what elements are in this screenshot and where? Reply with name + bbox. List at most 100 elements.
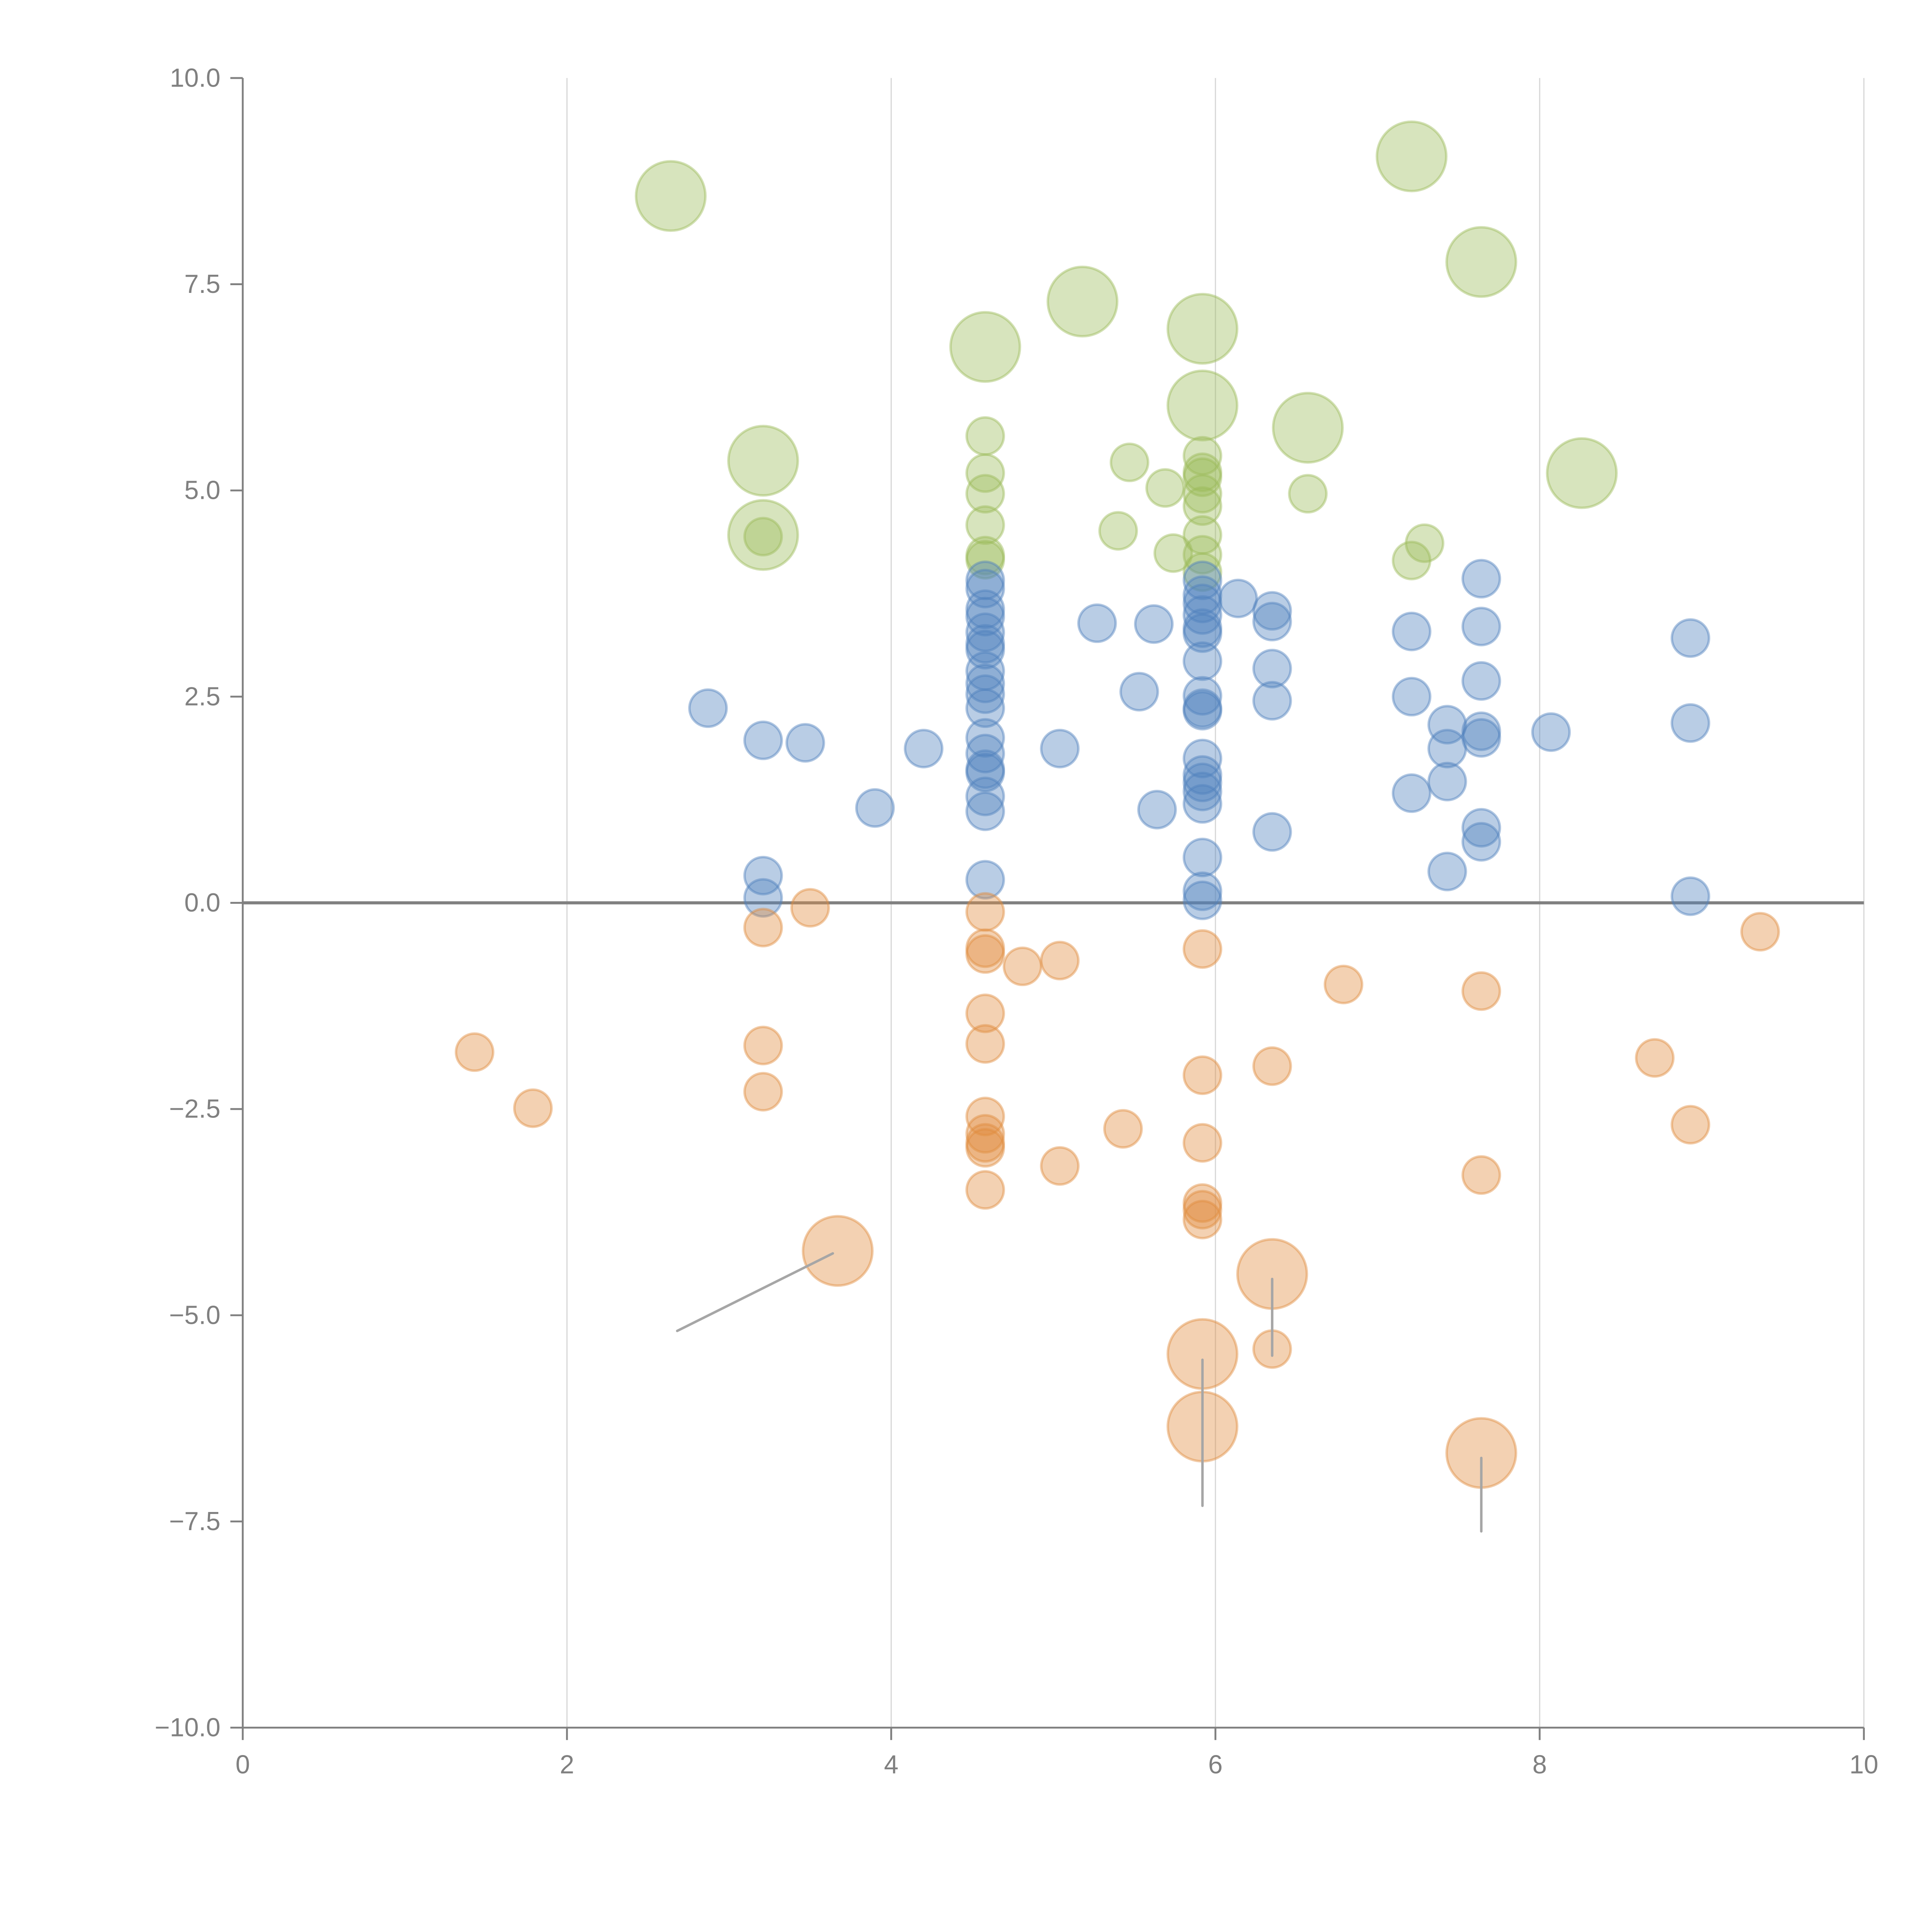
bubble-green: [949, 311, 1021, 383]
bubble-blue: [965, 752, 1005, 793]
bubble-blue: [1461, 808, 1501, 848]
bubble-blue: [1461, 661, 1501, 701]
bubble-blue: [743, 878, 783, 918]
bubble-orange: [1461, 971, 1501, 1011]
bubble-blue: [1252, 681, 1292, 721]
bubble-blue: [1670, 618, 1711, 658]
bubble-orange: [802, 1215, 874, 1287]
bubble-blue: [1077, 603, 1117, 643]
bubble-blue: [1182, 772, 1223, 811]
bubble-orange: [1182, 929, 1223, 969]
bubble-blue: [1137, 790, 1177, 830]
bubble-green: [1182, 552, 1223, 592]
bubble-orange: [965, 1024, 1005, 1064]
bubble-green: [743, 517, 783, 557]
bubble-orange: [1182, 1055, 1223, 1095]
bubble-green: [1145, 468, 1185, 508]
bubble-green: [965, 536, 1005, 576]
bubble-blue: [1461, 822, 1501, 862]
bubble-blue: [965, 776, 1005, 816]
bubble-orange: [790, 888, 830, 928]
bubble-blue: [1119, 672, 1159, 712]
bubble-blue: [1182, 688, 1223, 728]
bubble-green: [965, 453, 1005, 493]
y-tick-label: 10.0: [170, 63, 221, 92]
bubble-blue: [1182, 641, 1223, 681]
bubble-orange: [965, 892, 1005, 932]
bubble-blue: [1427, 729, 1467, 769]
bubble-blue: [1391, 677, 1432, 717]
bubble-blue: [1461, 711, 1501, 751]
bubble-green: [965, 505, 1005, 545]
annotation-leader-line: [676, 1252, 834, 1332]
bubble-green: [1182, 474, 1223, 514]
bubble-blue: [1670, 876, 1711, 916]
bubble-green: [1098, 511, 1138, 551]
bubble-blue: [1252, 591, 1292, 631]
bubble-blue: [965, 674, 1005, 714]
x-tick-label: 8: [1532, 1750, 1547, 1779]
bubble-green: [1182, 515, 1223, 555]
bubble-orange: [1182, 1123, 1223, 1163]
bubble-green: [1546, 437, 1618, 509]
bubble-orange: [965, 1128, 1005, 1168]
x-tick-label: 6: [1208, 1750, 1223, 1779]
bubble-blue: [743, 720, 783, 760]
bubble-orange: [965, 928, 1005, 968]
bubble-orange: [1635, 1038, 1675, 1078]
bubble-blue: [965, 629, 1005, 670]
bubble-green: [1109, 442, 1150, 482]
bubble-green: [1182, 436, 1223, 476]
x-tick-label: 4: [884, 1750, 898, 1779]
bubble-blue: [1427, 705, 1467, 745]
bubble-blue: [1182, 755, 1223, 795]
bubble-blue: [1182, 575, 1223, 615]
bubble-blue: [688, 688, 728, 728]
bubble-blue: [965, 791, 1005, 831]
bubble-blue: [965, 589, 1005, 629]
bubble-blue: [965, 663, 1005, 704]
bubble-blue: [1182, 880, 1223, 920]
bubble-blue: [1218, 578, 1258, 619]
bubble-orange: [743, 908, 783, 947]
bubble-green: [1046, 265, 1119, 338]
bubble-green: [965, 540, 1005, 580]
bubble-blue: [1252, 649, 1292, 689]
bubble-blue: [1182, 738, 1223, 779]
bubble-green: [1182, 486, 1223, 526]
bubble-blue: [1427, 762, 1467, 802]
x-tick-label: 10: [1849, 1750, 1878, 1779]
bubble-orange: [1323, 964, 1364, 1005]
series-orange: [454, 888, 1780, 1489]
bubble-green: [1405, 523, 1445, 563]
bubble-blue: [1182, 608, 1223, 648]
bubble-orange: [1740, 912, 1780, 952]
bubble-blue: [1391, 773, 1432, 813]
bubble-blue: [743, 855, 783, 896]
bubble-orange: [454, 1032, 495, 1072]
bubble-orange: [1182, 1190, 1223, 1230]
bubble-orange: [1252, 1046, 1292, 1086]
bubble-blue: [1427, 852, 1467, 891]
bubble-blue: [1252, 812, 1292, 852]
bubble-green: [1182, 457, 1223, 497]
bubble-blue: [855, 788, 895, 828]
bubble-blue: [1182, 613, 1223, 653]
bubble-blue: [1391, 611, 1432, 651]
bubble-blue: [1182, 583, 1223, 623]
bubble-blue: [1182, 762, 1223, 803]
bubble-green: [1391, 541, 1432, 580]
bubble-blue: [1182, 595, 1223, 635]
bubble-green: [1272, 392, 1344, 464]
y-tick-label: 5.0: [184, 476, 221, 505]
series-blue: [688, 559, 1711, 920]
y-tick-label: 2.5: [184, 682, 221, 711]
bubble-orange: [1670, 1105, 1711, 1145]
bubble-blue: [1531, 712, 1571, 752]
bubble-green: [1153, 533, 1193, 573]
bubble-orange: [1461, 1155, 1501, 1195]
bubble-blue: [1182, 560, 1223, 600]
bubble-blue: [785, 723, 825, 763]
bubble-blue: [1182, 837, 1223, 878]
